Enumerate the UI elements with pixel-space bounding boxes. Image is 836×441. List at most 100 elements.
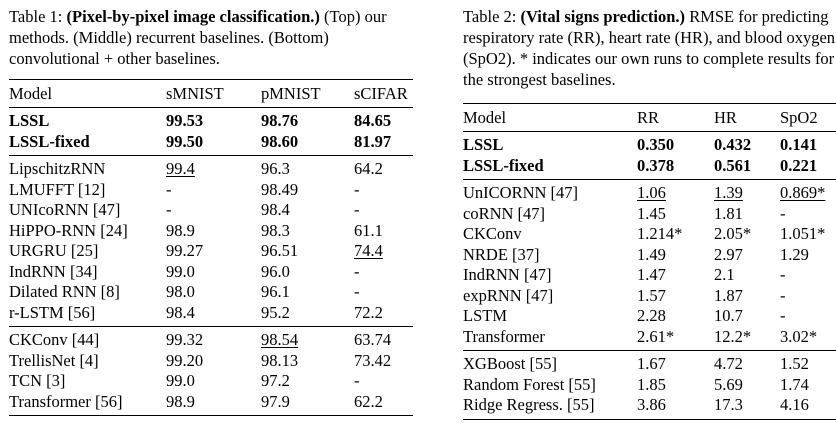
table1-header-cell: Model	[9, 79, 166, 108]
table2-cell-text: 1.49	[637, 244, 666, 264]
table2-cell: 2.05*	[714, 224, 780, 245]
table1-cell: TCN [3]	[9, 371, 166, 392]
table1-cell: TrellisNet [4]	[9, 351, 166, 372]
table2-cell-text: 2.97	[714, 244, 743, 264]
table2-cell: -	[780, 204, 836, 225]
table1-cell-text: 99.20	[166, 350, 204, 370]
table2-cell: 5.69	[714, 375, 780, 396]
table2-cell-text: coRNN [47]	[463, 203, 546, 223]
table1-row: LSSL 99.53 98.76 84.65	[9, 107, 413, 132]
table1-cell-text: 98.13	[261, 350, 299, 370]
table1-cell-text: -	[166, 200, 172, 220]
table1-cell: 96.0	[261, 262, 354, 283]
table1-cell-text: 81.97	[354, 131, 392, 151]
table1-cell: 98.9	[166, 391, 261, 416]
table1-cell: -	[354, 200, 413, 221]
table1: Model sMNIST pMNIST sCIFAR LSSL 99.53 98.76 84.…	[9, 79, 413, 416]
table2-cell-text: -	[780, 306, 786, 326]
table2-cell: NRDE [37]	[463, 245, 637, 266]
table1-cell: 62.2	[354, 391, 413, 416]
table1-row: CKConv [44] 99.32 98.54 63.74	[9, 326, 413, 351]
table2-cell: IndRNN [47]	[463, 265, 637, 286]
table2-caption-text: RMSE for predicting respiratory rate (RR…	[463, 7, 836, 89]
table1-row: Transformer [56] 98.9 97.9 62.2	[9, 391, 413, 416]
table2-cell-text: 1.29	[780, 244, 809, 264]
table2-cell: Random Forest [55]	[463, 375, 637, 396]
table2: Model RR HR SpO2 LSSL 0.350 0.432 0.141 LSSL-fix…	[463, 103, 836, 420]
table2-cell: 1.47	[637, 265, 714, 286]
table2-cell-text: -	[780, 285, 786, 305]
table2-cell: 2.1	[714, 265, 780, 286]
table2-cell: Transformer	[463, 327, 637, 351]
table1-row: LMUFFT [12] - 98.49 -	[9, 180, 413, 201]
table1-cell: -	[354, 282, 413, 303]
table2-cell: 0.378	[637, 156, 714, 180]
table2-cell-text: 4.16	[780, 395, 809, 415]
table1-header-cell: pMNIST	[261, 79, 354, 108]
table2-cell: -	[780, 265, 836, 286]
table2-cell: 2.28	[637, 306, 714, 327]
table1-cell-text: 98.9	[166, 391, 195, 411]
table1-cell-text: 72.2	[354, 302, 383, 322]
table2-cell-text: LSTM	[463, 306, 508, 326]
table1-cell: 99.20	[166, 351, 261, 372]
table2-cell-text: 1.81	[714, 203, 743, 223]
table1-caption-title: (Pixel-by-pixel image classification.)	[66, 7, 320, 26]
table2-row: IndRNN [47] 1.47 2.1 -	[463, 265, 836, 286]
table1-cell-text: TrellisNet [4]	[9, 350, 99, 370]
table1-cell-text: 98.60	[261, 131, 299, 151]
table1-caption-label: Table 1:	[9, 7, 63, 26]
table1-cell-text: 99.32	[166, 330, 204, 350]
table2-cell-text: XGBoost [55]	[463, 354, 557, 374]
table1-cell-text: TCN [3]	[9, 371, 66, 391]
table2-cell-text: CKConv	[463, 224, 522, 244]
table1-cell-text: 97.9	[261, 391, 290, 411]
table2-row: LSSL 0.350 0.432 0.141	[463, 131, 836, 156]
table1-row: HiPPO-RNN [24] 98.9 98.3 61.1	[9, 221, 413, 242]
table1-cell-text: CKConv [44]	[9, 330, 100, 350]
table1-row: IndRNN [34] 99.0 96.0 -	[9, 262, 413, 283]
table1-cell-text: 98.9	[166, 220, 195, 240]
table2-cell-text: LSSL-fixed	[463, 155, 544, 175]
table2-cell-text: 0.561	[714, 155, 752, 175]
table1-cell: 98.54	[261, 326, 354, 351]
table2-caption-label: Table 2:	[463, 7, 517, 26]
table1-cell-text: LMUFFT [12]	[9, 179, 106, 199]
table1-cell: 81.97	[354, 132, 413, 156]
table2-cell: 0.350	[637, 131, 714, 156]
table1-cell-text: 99.0	[166, 371, 195, 391]
table1-cell: 96.1	[261, 282, 354, 303]
table2-cell: 2.61*	[637, 327, 714, 351]
table2-cell: 3.86	[637, 395, 714, 420]
table1-cell: LipschitzRNN	[9, 155, 166, 180]
table1-cell-text: -	[354, 200, 360, 220]
table2-cell: 1.051*	[780, 224, 836, 245]
table2-cell: -	[780, 286, 836, 307]
table2-cell: 10.7	[714, 306, 780, 327]
table2-cell: 1.06	[637, 179, 714, 204]
table2-row: NRDE [37] 1.49 2.97 1.29	[463, 245, 836, 266]
table1-cell: -	[354, 180, 413, 201]
table2-cell-text: Transformer	[463, 326, 545, 346]
table2-row: Random Forest [55] 1.85 5.69 1.74	[463, 375, 836, 396]
table2-cell-text: 0.350	[637, 135, 675, 155]
table2-cell: 1.52	[780, 350, 836, 375]
table2-cell: LSTM	[463, 306, 637, 327]
table1-row: r-LSTM [56] 98.4 95.2 72.2	[9, 303, 413, 327]
table1-caption-text: (Top) our methods. (Middle) recurrent ba…	[9, 7, 387, 68]
table2-cell-text: 0.432	[714, 135, 752, 155]
table2-cell: 3.02*	[780, 327, 836, 351]
table2-cell-text: 0.869*	[780, 183, 826, 203]
table1-cell: 96.3	[261, 155, 354, 180]
table1-panel: Table 1: (Pixel-by-pixel image classific…	[9, 0, 413, 416]
table2-row: expRNN [47] 1.57 1.87 -	[463, 286, 836, 307]
table1-cell: Transformer [56]	[9, 391, 166, 416]
table1-cell: 74.4	[354, 241, 413, 262]
table2-header-cell: SpO2	[780, 103, 836, 132]
table2-cell: 1.87	[714, 286, 780, 307]
table2-cell-text: IndRNN [47]	[463, 265, 552, 285]
table1-cell: 98.0	[166, 282, 261, 303]
table2-header-row: Model RR HR SpO2	[463, 103, 836, 132]
table2-cell: 0.432	[714, 131, 780, 156]
table1-cell-text: HiPPO-RNN [24]	[9, 220, 128, 240]
